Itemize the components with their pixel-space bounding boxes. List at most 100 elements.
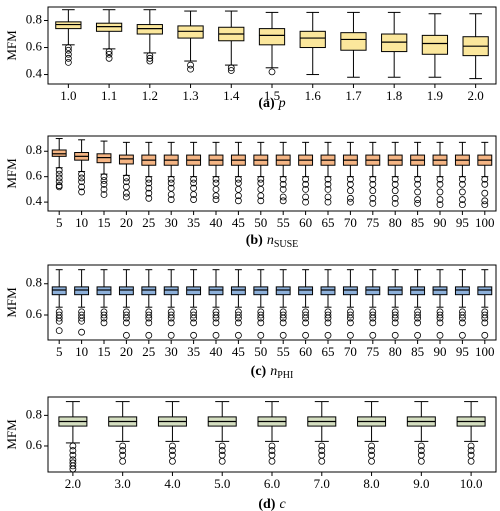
box (298, 286, 314, 296)
outlier (257, 331, 265, 339)
outlier (100, 180, 108, 188)
outlier (346, 187, 354, 195)
outlier (100, 191, 108, 198)
outlier (169, 451, 176, 459)
outlier (391, 175, 399, 183)
x-tick-label: 90 (434, 344, 447, 359)
outlier (123, 193, 130, 201)
outlier (458, 201, 466, 209)
outlier (481, 319, 489, 327)
outlier (302, 331, 310, 339)
outlier (279, 180, 287, 188)
box (51, 149, 67, 157)
outlier (78, 183, 85, 191)
plot-frame (47, 6, 497, 85)
box (118, 154, 134, 165)
x-tick-label: 60 (299, 215, 312, 230)
outlier (436, 314, 444, 322)
x-tick-label: 5 (56, 344, 63, 359)
outlier (212, 311, 220, 319)
caption: (a) p (258, 96, 285, 111)
outlier (417, 447, 425, 454)
y-tick-label: 0.8 (26, 142, 42, 157)
outlier (100, 177, 108, 184)
box (299, 30, 326, 49)
outlier (190, 196, 198, 203)
outlier (391, 199, 399, 207)
box (74, 286, 90, 296)
outlier (268, 451, 276, 459)
outlier (346, 314, 354, 322)
x-tick-label: 3.0 (115, 476, 131, 491)
outlier (64, 58, 72, 66)
x-tick-label: 25 (142, 215, 155, 230)
box (141, 286, 157, 296)
outlier (414, 199, 422, 207)
box (258, 28, 286, 46)
box (454, 286, 470, 296)
x-tick-label: 30 (165, 215, 178, 230)
outlier (64, 54, 72, 62)
outlier (481, 175, 489, 183)
outlier (324, 185, 332, 193)
outlier (302, 180, 310, 188)
x-tick-label: 5 (56, 215, 63, 230)
outlier (414, 175, 422, 183)
caption: (d) c (258, 497, 286, 511)
outlier (257, 192, 265, 200)
outlier (55, 178, 63, 186)
outlier (145, 194, 153, 202)
outlier (257, 175, 265, 183)
outlier (414, 188, 422, 196)
outlier (55, 170, 63, 178)
outlier (123, 319, 130, 327)
caption: (c) nPHI (251, 364, 294, 381)
outlier (324, 180, 332, 188)
outlier (227, 64, 235, 72)
outlier (417, 451, 425, 459)
outlier (279, 175, 287, 183)
outlier (123, 311, 130, 319)
x-tick-label: 7.0 (314, 476, 330, 491)
x-tick-label: 1.4 (223, 88, 240, 103)
outlier (105, 48, 113, 55)
outlier (55, 317, 63, 325)
outlier (391, 187, 399, 195)
x-tick-label: 45 (232, 344, 245, 359)
outlier (481, 314, 489, 322)
x-tick-label: 100 (475, 344, 495, 359)
outlier (391, 319, 399, 327)
outlier (105, 54, 113, 62)
box (96, 286, 112, 296)
box (163, 286, 179, 296)
outlier (369, 319, 377, 327)
outlier (436, 196, 444, 203)
x-tick-label: 95 (456, 344, 469, 359)
box (477, 286, 493, 296)
box (136, 24, 163, 35)
outlier (55, 314, 63, 322)
outlier (190, 179, 198, 187)
outlier (187, 65, 194, 73)
outlier (318, 442, 326, 450)
x-tick-label: 70 (344, 344, 357, 359)
x-tick-label: 20 (120, 344, 133, 359)
x-tick-label: 2.0 (65, 476, 81, 491)
x-tick-label: 1.7 (345, 88, 362, 103)
outlier (417, 442, 425, 450)
outlier (100, 185, 108, 193)
x-tick-label: 85 (411, 344, 424, 359)
box (387, 286, 403, 296)
outlier (369, 311, 377, 319)
outlier (467, 447, 475, 454)
caption-symbol: n (267, 233, 274, 248)
box (186, 286, 202, 296)
outlier (78, 317, 85, 325)
x-tick-label: 4.0 (164, 476, 180, 491)
plot-frame (47, 264, 497, 341)
outlier (167, 179, 175, 187)
outlier (417, 457, 425, 465)
outlier (279, 319, 287, 327)
box (208, 286, 224, 296)
outlier (268, 68, 276, 76)
